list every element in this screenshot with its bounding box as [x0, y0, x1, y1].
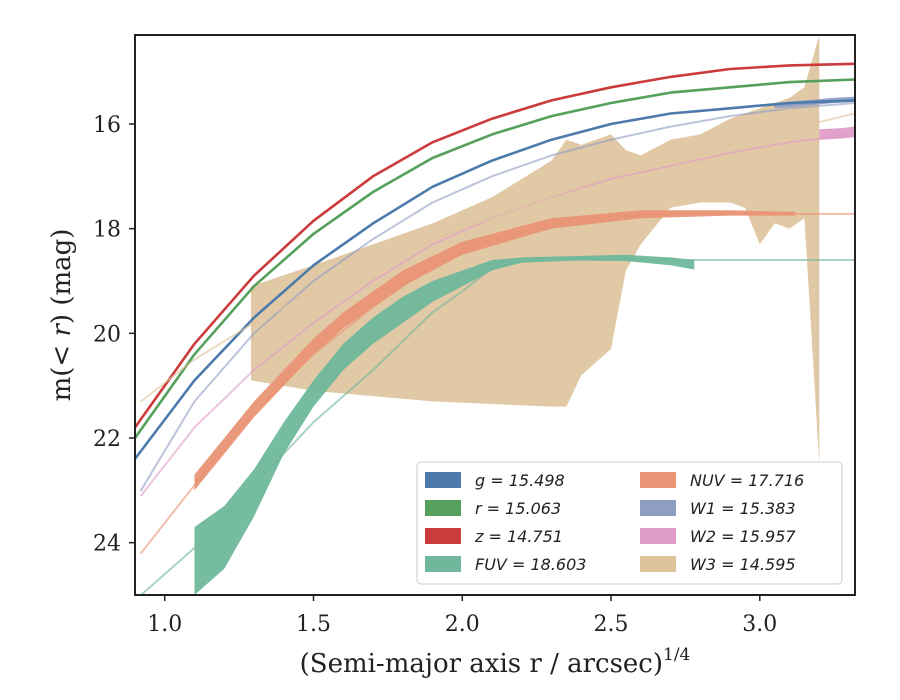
x-tick-label: 1.5	[296, 612, 331, 637]
line-z	[135, 62, 855, 429]
legend-swatch-nuv	[640, 472, 676, 488]
x-axis-ticks: 1.0 1.5 2.0 2.5 3.0	[147, 595, 777, 637]
plot-frame	[134, 34, 856, 596]
line-nuv	[140, 213, 855, 555]
legend-label-z: z = 14.751	[474, 527, 563, 546]
y-axis-label: m(< r) (mag)	[47, 229, 77, 402]
line-r	[135, 78, 855, 440]
band-w3	[251, 35, 820, 465]
y-axis-ticks: 16 18 20 22 24	[93, 113, 135, 557]
legend-label-w3: W3 = 14.595	[690, 555, 796, 574]
y-tick-label: 16	[93, 113, 121, 138]
legend-frame	[416, 461, 843, 585]
legend-label-fuv: FUV = 18.603	[475, 555, 586, 574]
legend-label-w2: W2 = 15.957	[690, 527, 796, 546]
y-tick-label: 24	[93, 532, 121, 557]
x-tick-label: 1.0	[147, 612, 182, 637]
uncertainty-bands	[251, 35, 820, 465]
legend-label-g: g = 15.498	[475, 471, 565, 490]
legend-swatch-w3	[640, 556, 676, 572]
line-fuv	[140, 259, 855, 595]
line-g	[135, 99, 855, 461]
x-tick-label: 2.5	[594, 612, 629, 637]
y-tick-label: 20	[93, 322, 121, 347]
x-axis-label-exponent: 1/4	[663, 645, 690, 665]
x-tick-label: 3.0	[742, 612, 777, 637]
series-lines	[135, 62, 855, 595]
y-tick-label: 18	[93, 218, 121, 243]
legend-swatch-r	[425, 500, 461, 516]
y-tick-label: 22	[93, 427, 121, 452]
legend-label-nuv: NUV = 17.716	[690, 471, 804, 490]
legend-label-w1: W1 = 15.383	[690, 499, 796, 518]
line-w1	[140, 102, 855, 492]
legend-swatch-w2	[640, 528, 676, 544]
legend-swatch-z	[425, 528, 461, 544]
band-nuv	[194, 210, 796, 491]
x-tick-label: 2.0	[445, 612, 480, 637]
y-axis-label-math: < r	[47, 323, 77, 367]
legend-label-r: r = 15.063	[475, 499, 561, 518]
legend-swatch-fuv	[425, 556, 461, 572]
line-w3	[140, 112, 855, 403]
x-axis-label: (Semi-major axis r / arcsec)1/4	[300, 645, 691, 679]
legend-swatch-g	[425, 472, 461, 488]
band-fuv	[194, 254, 695, 595]
legend: g = 15.498 r = 15.063 z = 14.751 FUV = 18.6…	[416, 461, 843, 585]
legend-swatch-w1	[640, 500, 676, 516]
